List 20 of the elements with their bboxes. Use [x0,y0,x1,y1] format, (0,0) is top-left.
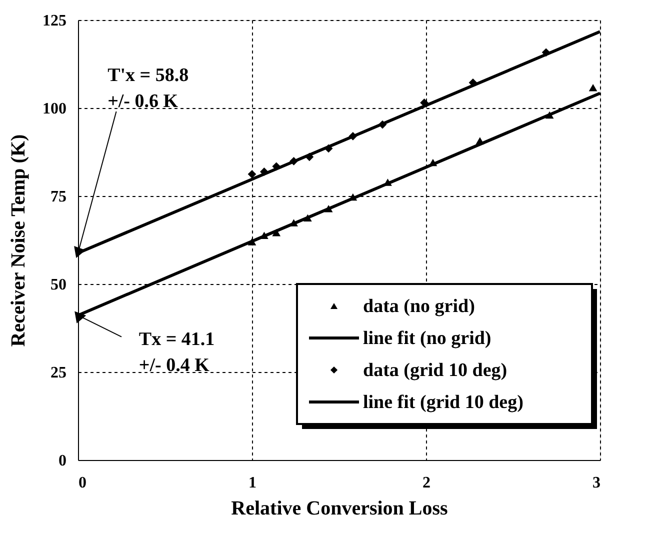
y-tick-label: 125 [42,12,66,30]
y-tick-label: 100 [42,100,66,118]
legend-label: data (no grid) [363,296,475,317]
x-tick-label: 1 [248,474,256,492]
annotation: T'x = 58.8 +/- 0.6 K [108,64,189,112]
point [248,170,256,178]
point [588,84,598,92]
y-tick-label: 75 [50,188,66,206]
x-tick-label: 0 [78,474,86,492]
legend-label: line fit (grid 10 deg) [363,392,524,413]
legend-label: line fit (no grid) [363,328,492,349]
x-tick-label: 3 [592,474,600,492]
legend-label: data (grid 10 deg) [363,360,508,381]
y-axis-title: Receiver Noise Temp (K) [8,134,30,347]
y-tick-label: 25 [50,364,66,382]
y-tick-label: 0 [58,452,66,470]
x-axis-title: Relative Conversion Loss [231,498,448,520]
y-tick-label: 50 [50,276,66,294]
x-tick-label: 2 [422,474,430,492]
annotation: Tx = 41.1 +/- 0.4 K [138,328,215,376]
